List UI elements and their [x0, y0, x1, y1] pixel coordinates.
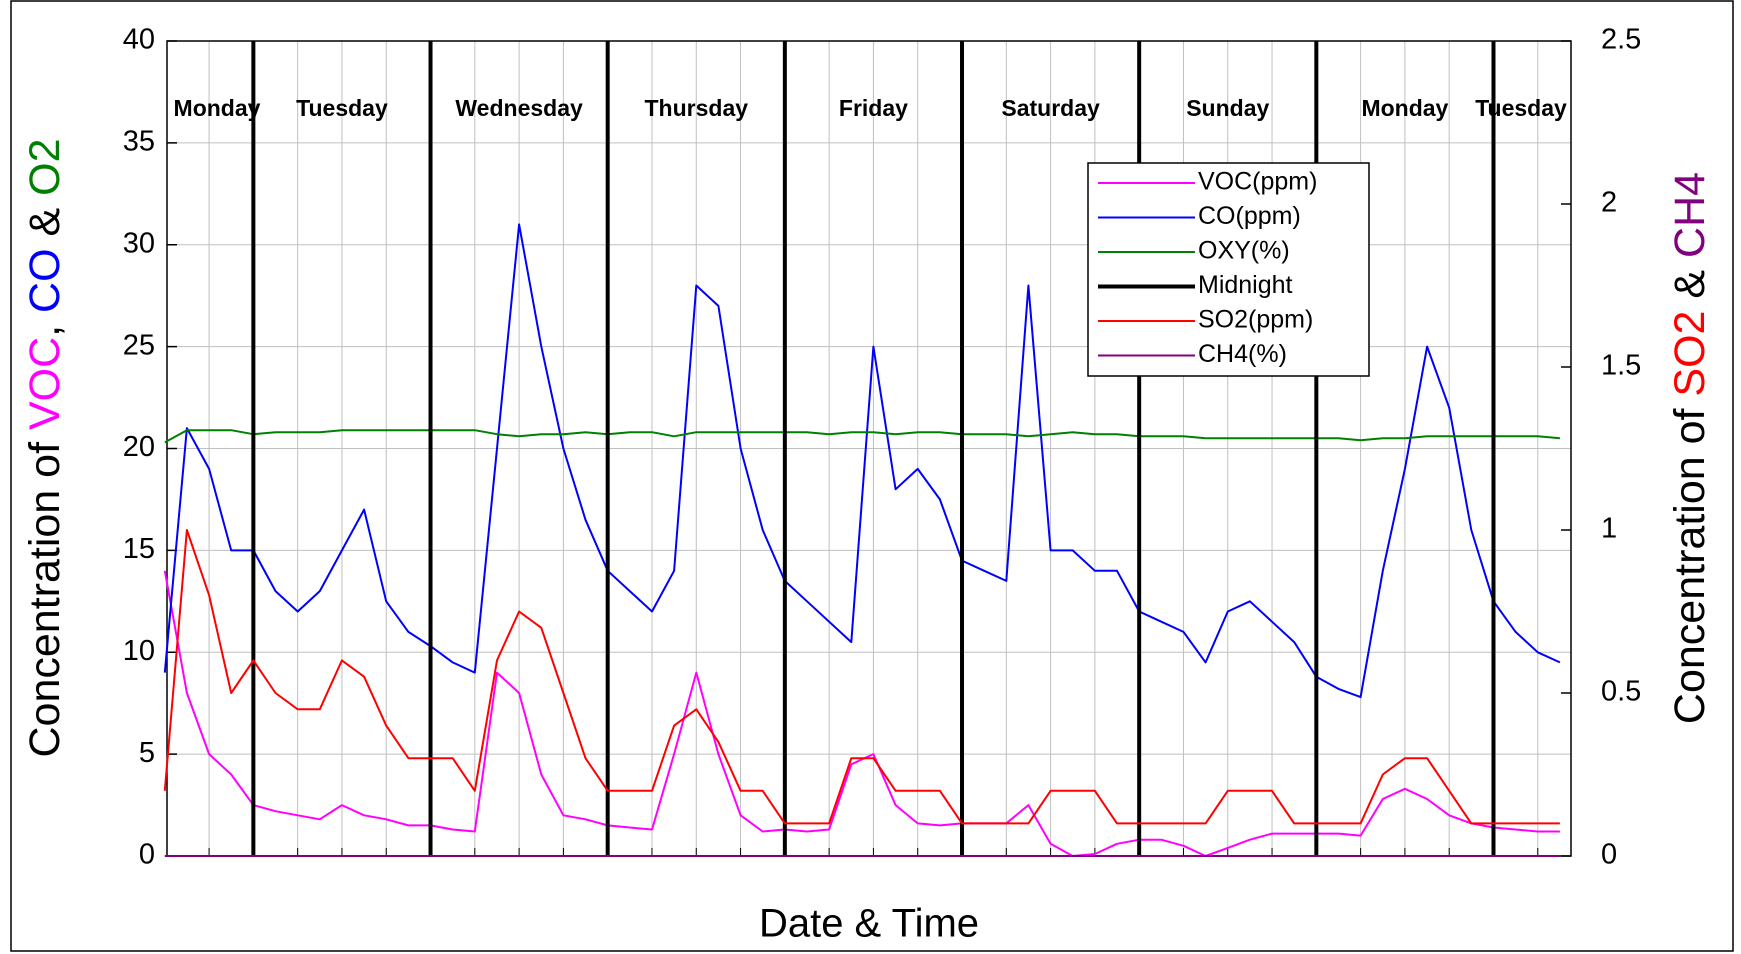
- y-tick-label: 25: [123, 329, 155, 361]
- series-line: [164, 429, 1560, 444]
- axis-title-part: CO: [21, 248, 69, 313]
- y2-tick-label: 1: [1601, 513, 1617, 545]
- axis-title-part: &: [1666, 258, 1714, 311]
- day-label: Wednesday: [455, 95, 583, 121]
- x-axis-title: Date & Time: [759, 902, 979, 946]
- legend-label: CH4(%): [1198, 340, 1287, 368]
- y-tick-label: 10: [123, 635, 155, 667]
- legend-label: OXY(%): [1198, 237, 1290, 265]
- series-line: [163, 529, 1560, 825]
- day-label: Monday: [174, 95, 261, 121]
- series-line: [163, 223, 1561, 699]
- y2-tick-label: 2: [1601, 187, 1617, 219]
- y-tick-label: 20: [123, 431, 155, 463]
- y-tick-label: 15: [123, 533, 155, 565]
- day-label: Thursday: [645, 95, 749, 121]
- axis-title-part: SO2: [1666, 311, 1714, 397]
- legend-label: SO2(ppm): [1198, 306, 1313, 334]
- y2-axis-title: Concentration of SO2 & CH4: [1666, 172, 1714, 724]
- day-label: Sunday: [1186, 95, 1269, 121]
- day-label: Saturday: [1001, 95, 1100, 121]
- day-label: Tuesday: [1475, 95, 1567, 121]
- y2-tick-label: 1.5: [1601, 350, 1641, 382]
- y2-tick-label: 0.5: [1601, 676, 1641, 708]
- axis-title-part: &: [21, 196, 69, 249]
- axis-title-part: Concentration of: [21, 430, 69, 757]
- legend-label: VOC(ppm): [1198, 168, 1317, 196]
- axis-title-part: ,: [21, 313, 69, 337]
- y-tick-label: 35: [123, 126, 155, 158]
- legend: VOC(ppm) CO(ppm) OXY(%) Midnight SO2(ppm) CH4…: [1087, 162, 1370, 377]
- legend-label: Midnight: [1198, 271, 1293, 299]
- y-tick-label: 5: [139, 737, 155, 769]
- axis-title-part: Concentration of: [1666, 397, 1714, 724]
- axis-title-part: CH4: [1666, 172, 1714, 258]
- y-axis-title: Concentration of VOC, CO & O2: [21, 138, 69, 757]
- axis-title-part: VOC: [21, 337, 69, 430]
- y2-tick-label: 2.5: [1601, 24, 1641, 56]
- y-tick-label: 40: [123, 24, 155, 56]
- y-tick-label: 30: [123, 227, 155, 259]
- day-label: Friday: [839, 95, 908, 121]
- legend-box: [1087, 162, 1370, 377]
- plot-area: Monday Tuesday Wednesday Thursday Friday Satu…: [163, 41, 1567, 857]
- axis-title-part: O2: [21, 138, 69, 195]
- legend-label: CO(ppm): [1198, 202, 1301, 230]
- day-label: Tuesday: [296, 95, 388, 121]
- y-tick-label: 0: [139, 839, 155, 871]
- y2-tick-label: 0: [1601, 839, 1617, 871]
- day-label: Monday: [1361, 95, 1448, 121]
